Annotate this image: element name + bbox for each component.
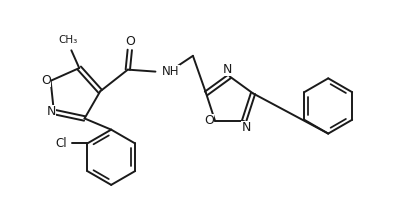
- Text: O: O: [41, 74, 51, 87]
- Text: N: N: [241, 121, 251, 134]
- Text: O: O: [125, 35, 135, 48]
- Text: Cl: Cl: [55, 137, 67, 150]
- Text: O: O: [204, 115, 214, 128]
- Text: CH₃: CH₃: [59, 35, 78, 46]
- Text: NH: NH: [162, 65, 180, 78]
- Text: N: N: [46, 105, 56, 118]
- Text: N: N: [223, 63, 232, 76]
